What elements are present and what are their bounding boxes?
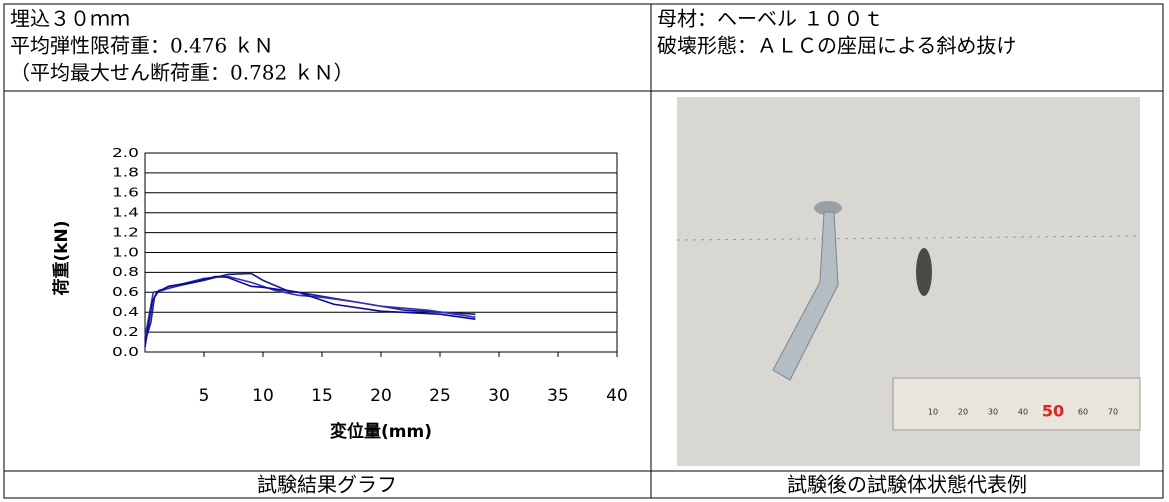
x-tick-label: 20 [370, 386, 392, 406]
y-tick-label: 1.2 [112, 225, 139, 240]
ruler [892, 377, 1141, 431]
spec-text: 埋込３０ｍｍ [10, 7, 130, 31]
y-tick-label: 0.0 [112, 344, 139, 359]
load-curve [144, 275, 476, 338]
x-tick-label: 10 [252, 386, 274, 406]
y-tick-label: 0.8 [112, 264, 139, 279]
photo [676, 97, 1141, 466]
y-tick-label: 0.4 [112, 304, 139, 319]
caption: 試験後の試験体状態代表例 [787, 473, 1027, 497]
table-border [3, 3, 1164, 499]
y-tick-label: 1.8 [112, 165, 139, 180]
load-curve [144, 275, 476, 348]
screw [772, 211, 839, 381]
y-tick-label: 1.6 [112, 185, 139, 200]
spec-text: （平均最大せん断荷重：0.782 ｋＮ） [10, 61, 354, 85]
screw-head [814, 201, 842, 215]
hole [916, 248, 932, 296]
y-axis-label: 荷重(kN) [51, 220, 72, 295]
x-tick-label: 25 [429, 386, 451, 406]
ruler-label: 60 [1078, 408, 1088, 417]
spec-text: 破壊形態：ＡＬＣの座屈による斜め抜け [657, 34, 1016, 58]
ruler-label: 50 [1042, 402, 1064, 421]
x-tick-label: 40 [606, 386, 628, 406]
spec-text: 平均弾性限荷重：0.476 ｋＮ [10, 34, 274, 58]
x-tick-label: 30 [488, 386, 510, 406]
ruler-label: 40 [1018, 408, 1028, 417]
ruler-label: 70 [1108, 408, 1118, 417]
x-tick-label: 5 [199, 386, 210, 406]
ruler-label: 30 [988, 408, 998, 417]
y-tick-label: 0.6 [112, 284, 139, 299]
x-tick-label: 15 [311, 386, 333, 406]
caption: 試験結果グラフ [257, 473, 397, 497]
y-tick-label: 1.0 [112, 244, 139, 259]
x-axis-label: 変位量(mm) [330, 421, 432, 442]
x-tick-label: 35 [547, 386, 569, 406]
y-tick-label: 2.0 [112, 145, 139, 160]
y-tick-label: 0.2 [112, 324, 139, 339]
ruler-label: 10 [928, 408, 938, 417]
photo-line [676, 235, 1141, 241]
ruler-label: 20 [958, 408, 968, 417]
spec-text: 母材：ヘーベル １００ｔ [657, 7, 883, 31]
y-tick-label: 1.4 [112, 205, 139, 220]
